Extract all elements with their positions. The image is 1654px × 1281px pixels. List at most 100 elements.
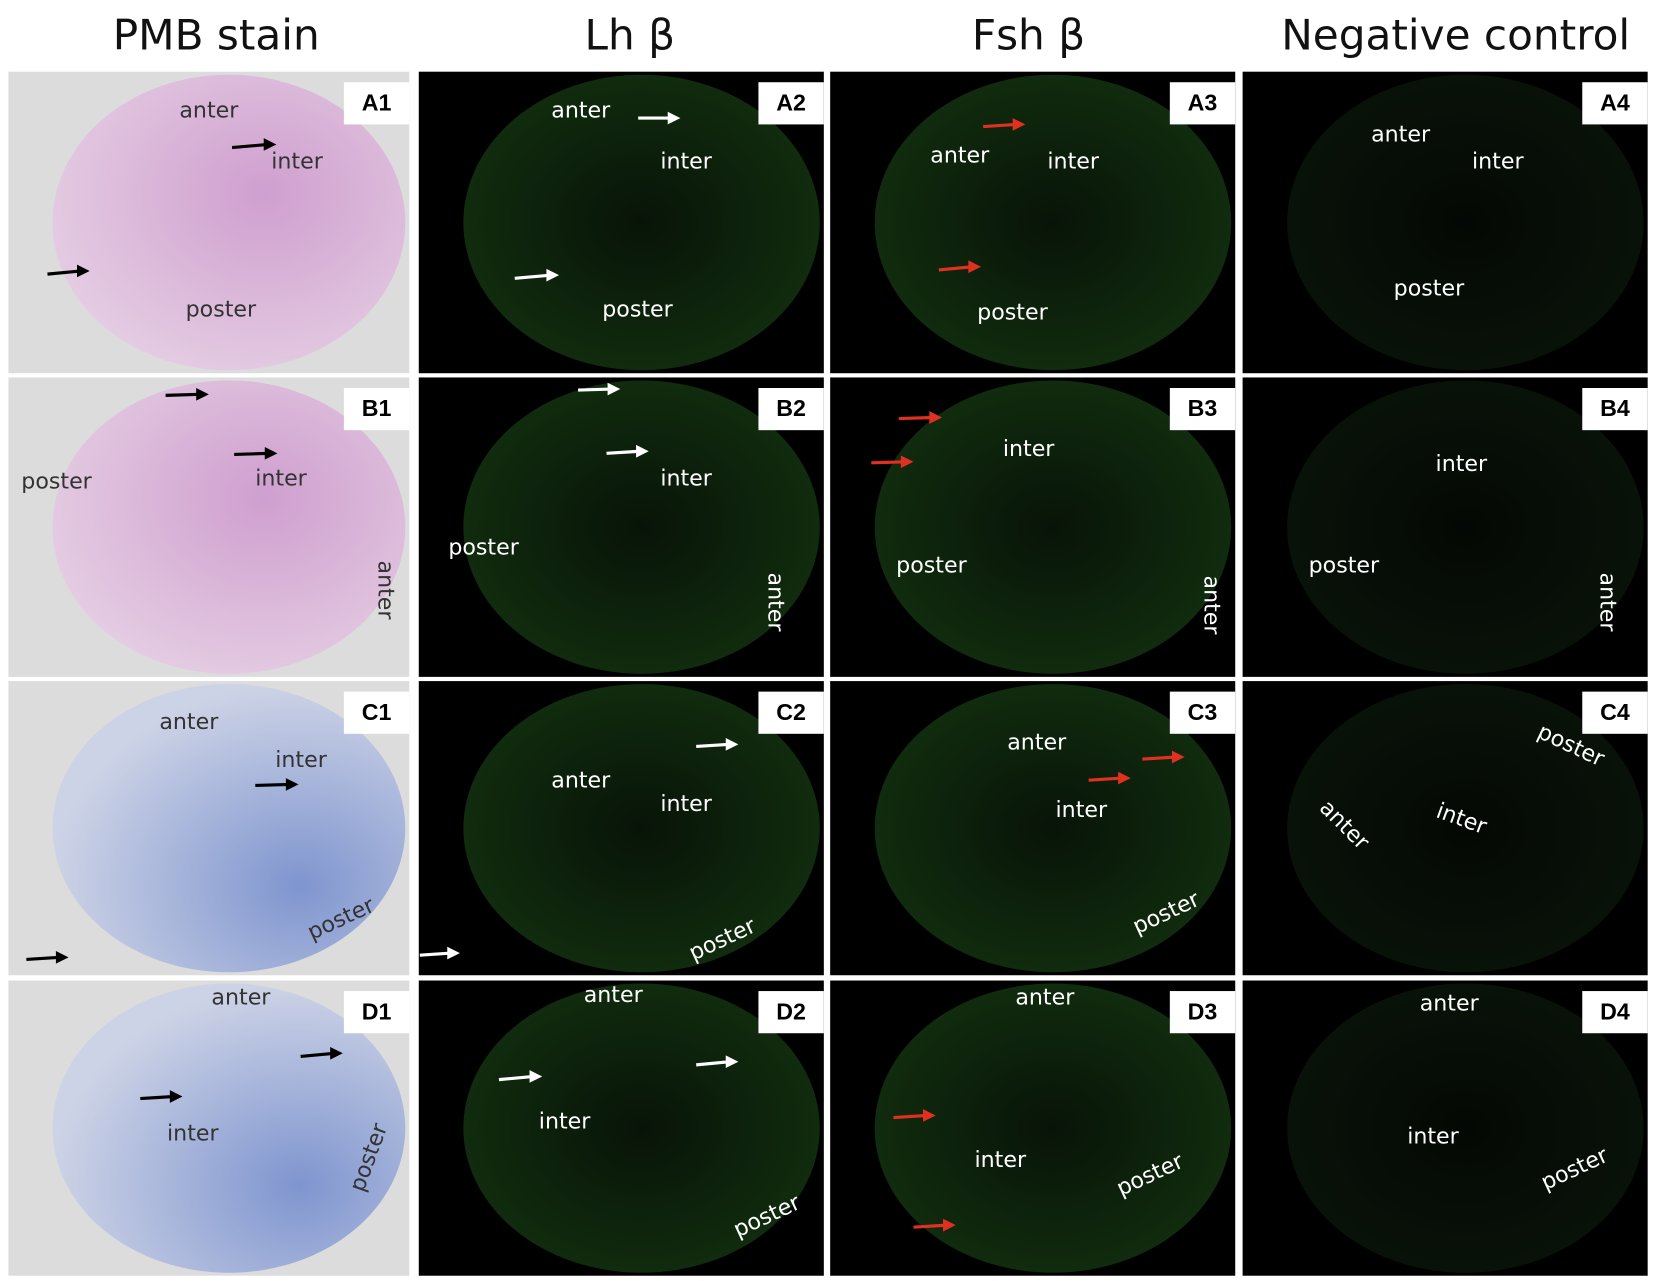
region-label: inter [1407,1123,1459,1149]
tissue-section [1287,380,1644,674]
region-label: poster [896,553,967,579]
panel-label-box [1582,387,1648,431]
arrow-head [725,738,739,751]
panel-label: A1 [362,90,392,116]
tissue-section [463,380,820,674]
region-label: inter [660,791,712,817]
arrow-shaft [300,1051,335,1059]
arrow-head [922,1109,936,1122]
tissue-section [874,983,1232,1273]
arrow-shaft [514,273,551,280]
tissue-section [874,684,1232,973]
region-label: inter [1436,451,1488,477]
region-label: anter [763,573,789,633]
tissue-section [874,74,1232,371]
region-label: poster [977,299,1048,325]
region-label: poster [21,469,92,495]
arrow-head [725,1055,739,1069]
arrow-head [196,387,209,401]
arrow-shaft [234,451,270,456]
arrow-shaft [898,415,934,421]
region-label: anter [1420,991,1480,1017]
arrow-shaft [606,449,641,455]
region-label: inter [167,1121,219,1147]
arrow-shaft [578,387,612,392]
arrow-head [330,1046,343,1060]
arrow-head [1171,750,1185,764]
arrow-shaft [1142,755,1177,761]
arrow-head [968,260,982,274]
panel-label-box [343,691,410,734]
panel-label: B3 [1188,395,1218,421]
region-label: anter [159,709,219,735]
arrow-head [169,1090,183,1103]
tissue-section [1287,684,1644,973]
panel-label: D1 [362,998,392,1024]
panel-label: B1 [362,395,392,421]
panel-label: C4 [1600,699,1630,725]
panel-label: D3 [1188,998,1218,1024]
panel-label-box [1169,991,1236,1034]
tissue-section [463,983,820,1273]
region-label: poster [602,296,673,322]
panel-label-box [758,691,824,734]
region-label: anter [373,561,399,621]
arrow-head [55,950,69,964]
panel-label: B2 [776,395,806,421]
region-label: inter [660,149,712,175]
arrow-shaft [498,1074,534,1082]
region-label: anter [179,97,239,123]
tissue-section [52,684,406,973]
arrow-shaft [255,782,291,788]
arrow-shaft [26,955,61,962]
panel-label-box [1169,82,1236,125]
region-label: inter [1047,149,1099,175]
tissue-section [52,74,406,371]
panel-label: A3 [1188,90,1218,116]
arrow-head [929,411,942,424]
region-label: inter [539,1109,591,1135]
arrow-head [636,444,649,458]
arrow-head [77,264,90,278]
region-label: poster [1309,553,1380,579]
arrow-shaft [1088,776,1123,782]
panel-label: D2 [776,998,806,1024]
panel-label: A2 [776,90,806,116]
region-label: inter [975,1147,1027,1173]
column-header: Negative control [1281,10,1630,59]
panel-label: C3 [1188,699,1218,725]
region-label: inter [1003,436,1055,462]
panel-label-box [758,82,824,125]
arrow-shaft [983,122,1017,129]
region-label: inter [1472,149,1524,175]
panel-label-box [758,387,824,431]
arrow-shaft [871,460,906,465]
column-header: Fsh β [972,10,1085,59]
arrow-head [529,1070,543,1083]
region-label: inter [275,747,327,773]
arrow-shaft [938,265,973,272]
arrow-shaft [140,1094,175,1101]
panel-label: B4 [1600,395,1630,421]
region-label: poster [448,535,519,561]
panel-label-box [1169,387,1236,431]
panel-label-box [343,82,410,125]
region-label: anter [1371,122,1431,148]
region-label: anter [1595,573,1621,633]
arrow-head [607,382,621,396]
tissue-section [874,380,1232,674]
region-label: inter [660,466,712,492]
arrow-shaft [47,269,82,276]
region-label: anter [584,982,644,1008]
arrow-head [943,1218,956,1232]
arrow-head [263,138,277,151]
column-header: PMB stain [113,10,320,59]
region-label: anter [930,143,990,169]
panel-label-box [1169,691,1236,734]
region-label: anter [1198,576,1224,636]
arrow-shaft [696,742,731,749]
region-label: inter [1056,797,1108,823]
tissue-section [463,684,820,973]
